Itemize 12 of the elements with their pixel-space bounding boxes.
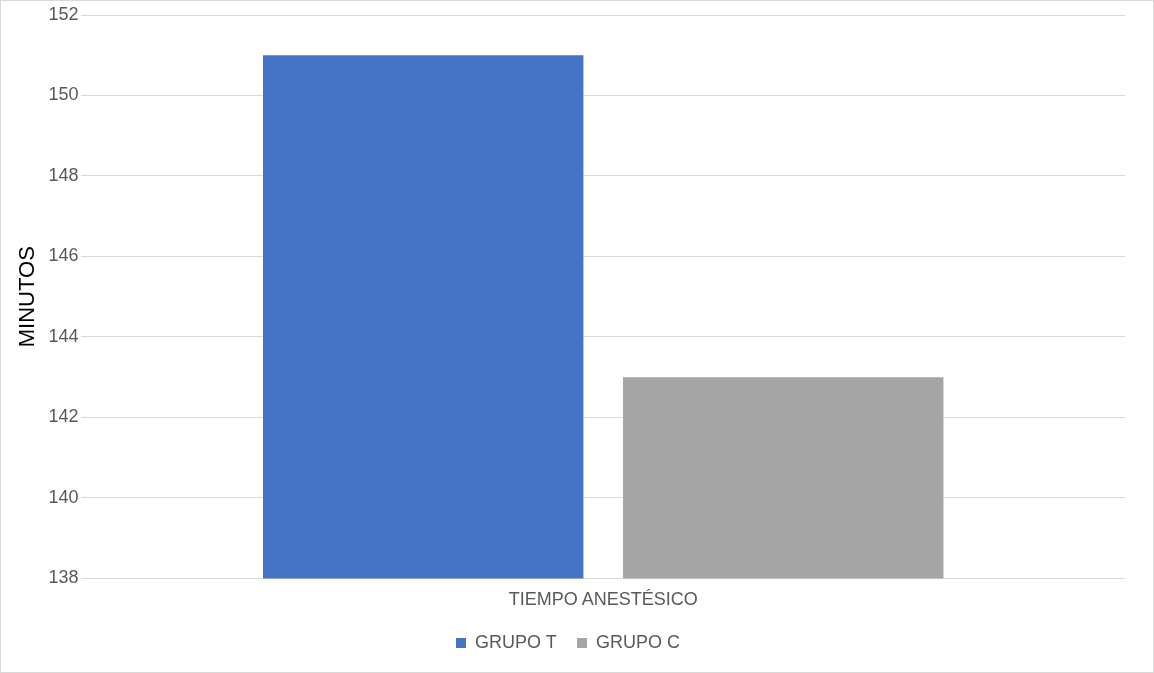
legend-label: GRUPO T (475, 631, 557, 652)
y-tick-label: 144 (48, 325, 79, 346)
y-tick-label: 138 (48, 567, 79, 588)
y-tick-label: 152 (48, 3, 79, 24)
y-tick-label: 148 (48, 164, 79, 185)
y-tick-label: 150 (48, 84, 79, 105)
y-tick-label: 142 (48, 406, 79, 427)
y-tick-label: 140 (48, 486, 79, 507)
y-tick-label: 146 (48, 245, 79, 266)
x-tick-label: TIEMPO ANESTÉSICO (508, 589, 698, 610)
y-axis-title: MINUTOS (14, 246, 40, 348)
legend-label: GRUPO C (596, 631, 681, 652)
